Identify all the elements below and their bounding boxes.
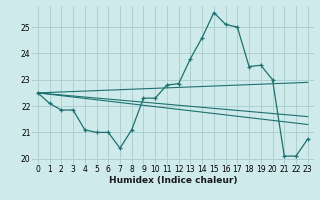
X-axis label: Humidex (Indice chaleur): Humidex (Indice chaleur) <box>108 176 237 185</box>
